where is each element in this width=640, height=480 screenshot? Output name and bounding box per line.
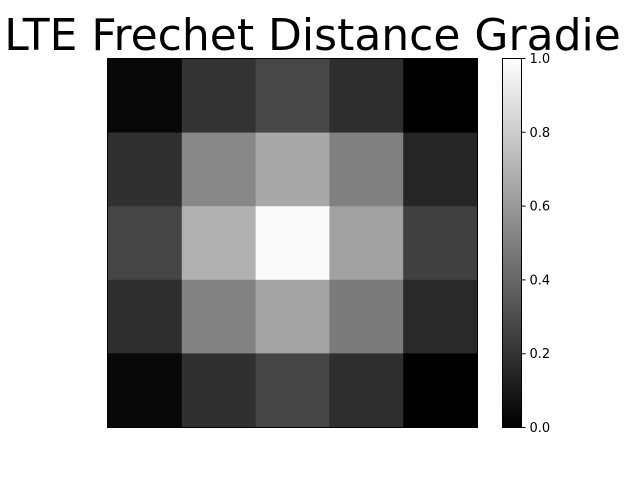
heatmap-cell-r4-c4	[403, 353, 478, 428]
colorbar-tick-label: 0.4	[530, 273, 551, 288]
colorbar	[502, 58, 522, 428]
heatmap-cell-r4-c3	[329, 353, 404, 428]
heatmap-cell-r4-c1	[181, 353, 257, 428]
heatmap-cell-r2-c2	[255, 206, 330, 281]
heatmap-cell-r1-c1	[181, 132, 257, 207]
heatmap-cell-r4-c0	[108, 353, 183, 428]
heatmap-cell-r3-c4	[403, 279, 478, 354]
heatmap-cell-r3-c2	[255, 279, 330, 354]
heatmap-cell-r2-c0	[108, 206, 183, 281]
heatmap-cell-r4-c2	[255, 353, 330, 428]
heatmap-cell-r0-c1	[181, 59, 257, 134]
colorbar-ticks: 0.0 0.2 0.4 0.6 0.8 1.0	[521, 52, 551, 436]
colorbar-tick-label: 0.0	[530, 421, 551, 436]
heatmap-cell-r3-c1	[181, 279, 257, 354]
heatmap-cell-r1-c0	[108, 132, 183, 207]
heatmap-cell-r1-c3	[329, 132, 404, 207]
colorbar-tick-label: 0.6	[530, 200, 551, 215]
heatmap-cells	[108, 59, 478, 428]
heatmap-cell-r0-c0	[108, 59, 183, 134]
plot-frame	[107, 58, 478, 428]
heatmap-cell-r2-c3	[329, 206, 404, 281]
heatmap-cell-r2-c4	[403, 206, 478, 281]
heatmap-cell-r3-c0	[108, 279, 183, 354]
heatmap-cell-r3-c3	[329, 279, 404, 354]
chart-title: e LTE Frechet Distance Gradie	[0, 10, 621, 61]
colorbar-tick-label: 0.2	[530, 347, 551, 362]
heatmap-cell-r2-c1	[181, 206, 257, 281]
heatmap-cell-r0-c2	[255, 59, 330, 134]
heatmap-cell-r1-c4	[403, 132, 478, 207]
heatmap-cell-r1-c2	[255, 132, 330, 207]
colorbar-tick-label: 0.8	[530, 126, 551, 141]
heatmap-cell-r0-c3	[329, 59, 404, 134]
heatmap-cell-r0-c4	[403, 59, 478, 134]
colorbar-tick-label: 1.0	[530, 52, 551, 67]
